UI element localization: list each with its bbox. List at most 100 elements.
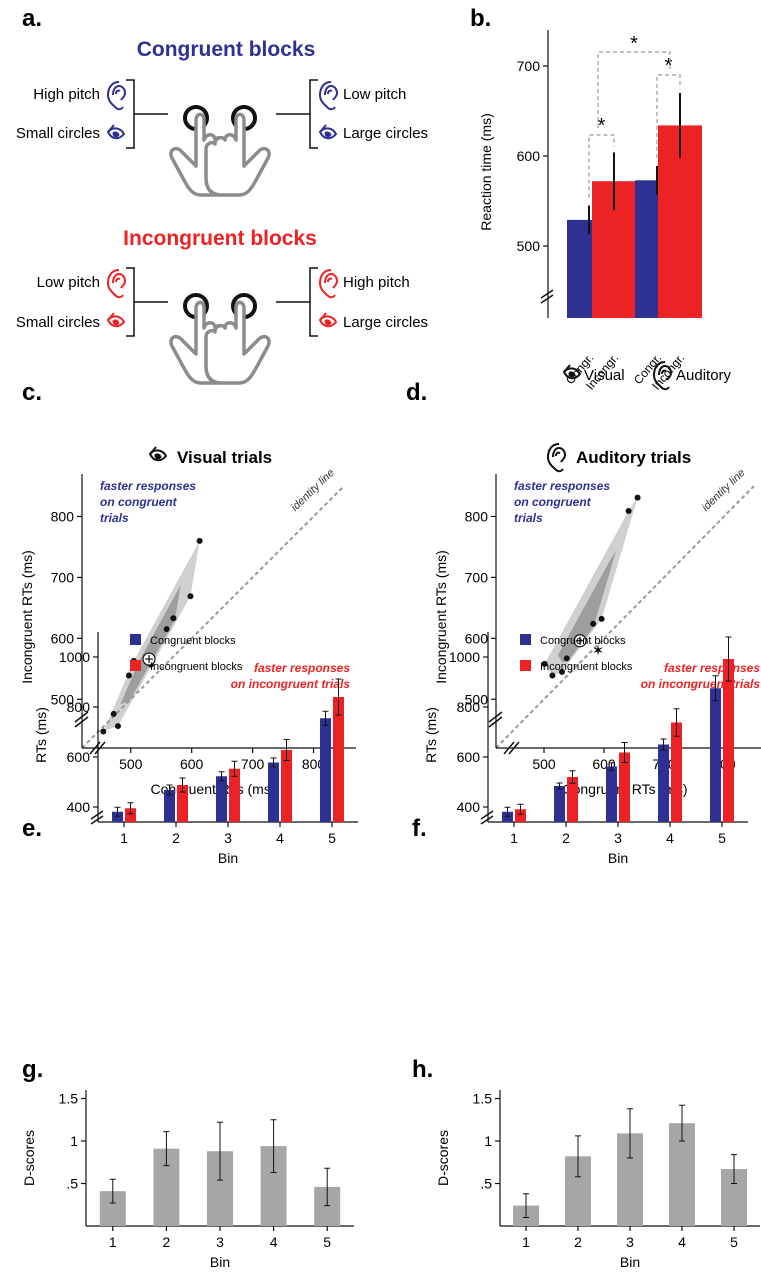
y-tick-label: 700 (517, 58, 541, 74)
annotation-incongruent: faster responses (664, 661, 760, 675)
ear-icon (319, 269, 338, 299)
y-axis-label: D-scores (21, 1130, 37, 1186)
data-point (634, 494, 641, 501)
x-axis-label: Bin (620, 1254, 640, 1270)
y-tick-label: 800 (465, 508, 489, 524)
error-bar (127, 802, 134, 815)
bar (216, 776, 227, 822)
x-tick-label: 1 (510, 830, 518, 846)
data-point (110, 710, 117, 717)
y-tick-label: .5 (66, 1176, 78, 1192)
y-tick-label: 1000 (59, 649, 90, 665)
error-bar (217, 1121, 223, 1181)
panel-label-a: a. (22, 5, 42, 32)
y-tick-label: 500 (51, 691, 75, 707)
error-bar (608, 762, 615, 771)
chart-c-title-text: Visual trials (177, 448, 272, 467)
y-tick-label: 400 (67, 799, 91, 815)
bar (229, 768, 240, 822)
y-tick-label: 800 (51, 508, 75, 524)
x-tick-label: 2 (562, 830, 570, 846)
right-bracket (276, 79, 318, 149)
y-axis-label: RTs (ms) (33, 707, 49, 763)
identity-line-label: identity line (289, 467, 337, 514)
y-tick-label: 800 (457, 699, 481, 715)
error-bar (109, 1178, 116, 1204)
y-axis-label: D-scores (435, 1130, 451, 1186)
chart-d-title: Auditory trials (547, 443, 691, 473)
axis-break (480, 810, 494, 825)
bar (112, 811, 123, 822)
bar (619, 752, 630, 822)
error-bar (231, 760, 238, 777)
annotation-congruent: trials (100, 511, 129, 525)
chart-d-title-text: Auditory trials (576, 448, 691, 467)
data-point (170, 615, 177, 622)
annotation-incongruent: on incongruent trials (231, 677, 351, 691)
error-bar (660, 738, 667, 751)
panel-label-d: d. (406, 379, 427, 406)
x-tick-label: 4 (270, 1234, 278, 1250)
left-bracket (126, 79, 168, 149)
y-tick-label: 600 (51, 630, 75, 646)
incongruent-left-label-2: Small circles (16, 314, 100, 331)
data-point (549, 672, 556, 679)
legend-swatch (130, 660, 141, 671)
annotation-congruent: on congruent (100, 495, 178, 509)
bar (658, 744, 669, 822)
confidence-area-outer (544, 497, 638, 676)
error-bar (270, 1119, 277, 1173)
x-tick-label: 500 (119, 756, 143, 772)
panel-label-h: h. (412, 1056, 433, 1083)
x-tick-label: 2 (574, 1234, 582, 1250)
y-tick-label: 600 (457, 749, 481, 765)
axis-break (74, 711, 89, 728)
eye-icon (107, 312, 125, 328)
legend-swatch (520, 634, 531, 645)
incongruent-left-label-1: Low pitch (37, 274, 100, 291)
error-bar (283, 739, 290, 761)
data-point (114, 723, 121, 730)
identity-line (495, 485, 755, 749)
hand-press-icon (204, 293, 272, 385)
data-point (559, 668, 565, 675)
error-bar (575, 1135, 581, 1178)
incongruent-blocks-title: Incongruent blocks (123, 227, 317, 250)
chart-f-rt-bins: 400 600 800 1000 RTs (ms) 1 2 3 4 5 Bin Congruent b… (423, 632, 748, 866)
congruent-blocks-title: Congruent blocks (137, 38, 316, 61)
data-point (125, 672, 132, 679)
chart-c-title: Visual trials (149, 446, 272, 467)
x-tick-label: 1 (522, 1234, 530, 1250)
error-bar (270, 757, 277, 768)
x-tick-label: 4 (276, 830, 284, 846)
error-bar (218, 771, 225, 782)
y-axis-label: Incongruent RTs (ms) (433, 550, 449, 684)
error-bar (335, 678, 342, 716)
error-bar (679, 1104, 685, 1142)
data-point (625, 507, 632, 514)
ear-icon (107, 269, 126, 299)
eye-icon (149, 446, 167, 462)
data-point (541, 660, 548, 667)
y-tick-label: 600 (465, 630, 489, 646)
error-bar (725, 636, 732, 682)
x-tick-label: 1 (109, 1234, 117, 1250)
right-bracket (276, 267, 318, 337)
y-tick-label: 500 (465, 691, 489, 707)
significance-bracket (597, 51, 671, 128)
eye-icon (107, 124, 125, 140)
y-tick-label: .5 (480, 1176, 492, 1192)
x-tick-label: 5 (323, 1234, 331, 1250)
y-tick-label: 800 (67, 699, 91, 715)
hand-press-icon (204, 105, 272, 197)
bar (333, 697, 344, 822)
axis-break (90, 810, 104, 825)
chart-g-dscores: .5 1 1.5 D-scores 1 2 3 4 5 Bin (21, 1090, 354, 1270)
eye-icon (319, 312, 337, 328)
bar (515, 809, 526, 822)
data-point (598, 615, 605, 622)
mean-cross (145, 655, 154, 664)
error-bar (179, 777, 186, 793)
x-tick-label: 3 (216, 1234, 224, 1250)
